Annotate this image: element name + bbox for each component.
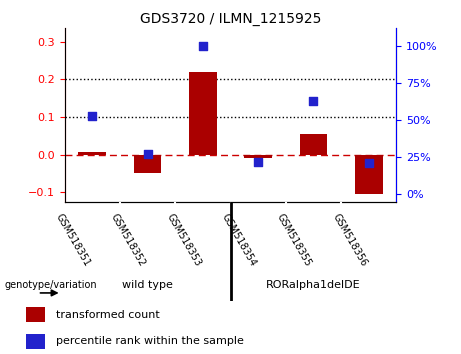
Point [254, 159, 262, 165]
Text: RORalpha1delDE: RORalpha1delDE [266, 280, 361, 290]
Bar [26, 334, 45, 349]
Point [199, 43, 207, 49]
Bar [26, 307, 45, 322]
Text: wild type: wild type [122, 280, 173, 290]
Bar [300, 134, 327, 155]
Bar [355, 155, 383, 194]
Text: GSM518352: GSM518352 [109, 212, 148, 268]
Text: transformed count: transformed count [56, 310, 160, 320]
Point [310, 98, 317, 104]
Text: GSM518354: GSM518354 [220, 212, 258, 268]
Bar [244, 155, 272, 158]
Bar [134, 155, 161, 173]
Text: percentile rank within the sample: percentile rank within the sample [56, 336, 244, 346]
Text: genotype/variation: genotype/variation [5, 280, 97, 290]
Text: GSM518353: GSM518353 [165, 212, 203, 268]
Text: GSM518356: GSM518356 [331, 212, 369, 268]
Text: GSM518355: GSM518355 [275, 212, 313, 268]
Point [89, 113, 96, 119]
Title: GDS3720 / ILMN_1215925: GDS3720 / ILMN_1215925 [140, 12, 321, 26]
Point [144, 152, 151, 157]
Text: GSM518351: GSM518351 [54, 212, 92, 268]
Point [365, 160, 372, 166]
Bar [189, 72, 217, 155]
Bar [78, 152, 106, 155]
